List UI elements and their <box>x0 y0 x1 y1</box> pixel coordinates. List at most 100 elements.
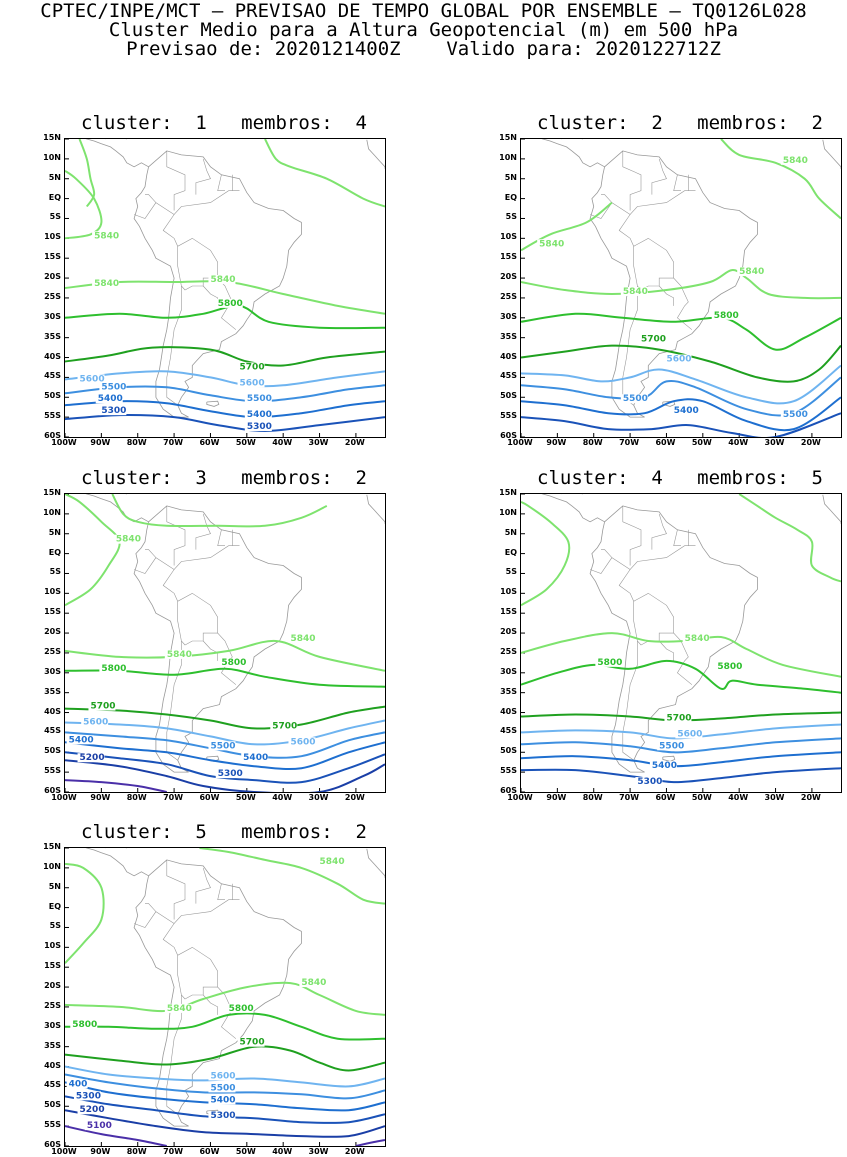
contour-label: 5700 <box>272 721 297 731</box>
contour-label-bg <box>219 657 247 667</box>
lat-tick-label: 15N <box>499 488 517 497</box>
contour-label: 5700 <box>90 702 115 712</box>
contour-label: 5840 <box>301 978 326 988</box>
country-border <box>611 190 696 215</box>
contour-5840 <box>521 269 841 300</box>
lat-tick-label: 15S <box>44 607 61 617</box>
lon-tick-label: 80W <box>126 438 147 447</box>
contour-label: 5840 <box>167 1004 192 1014</box>
contour-label: 5400 <box>210 1095 235 1105</box>
lat-tick-label: 55S <box>500 766 517 776</box>
lat-tick-label: 15N <box>43 842 61 851</box>
country-border <box>217 883 225 900</box>
contour-label-bg <box>215 769 243 779</box>
contour-label-bg <box>620 286 648 296</box>
header-line-3: Previsao de: 2020121400Z Valido para: 20… <box>126 38 721 60</box>
contour-label-bg <box>715 661 743 671</box>
lon-tick-label: 50W <box>235 438 256 447</box>
contour-5500 <box>521 737 841 754</box>
contour-label: 5300 <box>637 777 662 787</box>
map-frame: 5840 5840 5840 5840 5800 5700 5600 5500 5400 5500 <box>520 138 842 438</box>
lon-tick-label: 30W <box>308 793 329 802</box>
lat-tick-label: 40S <box>500 351 517 361</box>
country-border <box>651 513 667 550</box>
contour-label: 5500 <box>210 741 235 751</box>
contour-label: 5300 <box>76 1091 101 1101</box>
panel-title: cluster: 1 membros: 4 <box>81 112 367 134</box>
lat-tick-label: 55S <box>44 411 61 421</box>
lat-tick-label: 10N <box>43 861 61 871</box>
contour-label: 5840 <box>623 287 648 297</box>
contour-label: 5800 <box>221 658 246 668</box>
contour-5840 <box>78 139 96 208</box>
lon-tick-label: 80W <box>126 793 147 802</box>
contour-label: 5840 <box>783 156 808 166</box>
country-border <box>195 158 211 195</box>
contour-label: 5800 <box>597 658 622 668</box>
lon-tick-label: 60W <box>199 793 220 802</box>
lon-tick-label: 70W <box>163 1147 184 1156</box>
lat-tick-label: EQ <box>504 192 517 202</box>
map-frame: 5840 5840 5840 5800 5800 5700 5600 5500 5400 5300… <box>64 847 386 1147</box>
lat-tick-label: 35S <box>44 331 61 341</box>
lon-tick-label: 20W <box>344 793 365 802</box>
country-border <box>177 601 218 646</box>
contour-label: 5800 <box>101 664 126 674</box>
contour-label-bg <box>208 1071 236 1081</box>
contour-label-bg <box>215 298 243 308</box>
contour-5500 <box>65 1073 385 1100</box>
lat-tick-label: 50S <box>500 391 517 401</box>
contour-label: 5600 <box>677 729 702 739</box>
contour-label-bg <box>92 279 120 289</box>
lat-tick-label: 50S <box>44 746 61 756</box>
contour-5600 <box>521 723 841 740</box>
lon-tick-label: 40W <box>272 1147 293 1156</box>
lon-tick-label: 50W <box>235 793 256 802</box>
country-border <box>166 995 182 1115</box>
panel-title: cluster: 4 membros: 5 <box>537 467 823 489</box>
lat-tick-label: 10N <box>499 507 517 517</box>
contour-5840 <box>65 169 103 240</box>
contour-label: 5500 <box>659 741 684 751</box>
header-line-1: CPTEC/INPE/MCT – PREVISAO DE TEMPO GLOBA… <box>40 0 807 22</box>
contour-label: 5200 <box>80 753 105 763</box>
contour-5600 <box>65 370 385 388</box>
country-border <box>162 923 237 1039</box>
contour-label-bg <box>620 394 648 404</box>
contour-label: 5700 <box>666 713 691 723</box>
contour-5400 <box>65 741 385 771</box>
lon-tick-label: 70W <box>619 438 640 447</box>
contour-5840 <box>199 848 385 905</box>
falklands-coastline <box>662 755 676 762</box>
lat-tick-label: 5S <box>49 567 61 577</box>
lon-tick-label: 60W <box>199 438 220 447</box>
lat-tick-label: EQ <box>48 192 61 202</box>
contour-label-bg <box>77 753 105 763</box>
country-border <box>195 513 211 550</box>
contour-5840 <box>65 981 385 1016</box>
lat-tick-label: 10N <box>499 152 517 162</box>
contour-label-bg <box>664 713 692 723</box>
contour-5700 <box>521 344 841 383</box>
contour-label: 5800 <box>714 311 739 321</box>
contour-label: 5500 <box>783 410 808 420</box>
africa-coastline <box>822 139 841 169</box>
contour-label-bg <box>99 406 127 416</box>
lat-tick-label: 20S <box>44 627 61 637</box>
contour-label: 5500 <box>210 1083 235 1093</box>
contour-label-bg <box>244 410 272 420</box>
contour-label: 5300 <box>218 769 243 779</box>
map-svg: 5840 5840 5840 5800 5800 5700 5600 5500 5400 5300… <box>65 848 385 1146</box>
country-border <box>202 994 218 1015</box>
lon-tick-label: 100W <box>51 438 77 447</box>
south-america-coastline <box>589 150 758 418</box>
contour-5840 <box>65 494 121 607</box>
lat-tick-label: 10N <box>43 152 61 162</box>
contour-label-bg <box>675 729 703 739</box>
contour-label: 5840 <box>210 275 235 285</box>
contour-5200 <box>65 1109 385 1138</box>
contour-label-bg <box>299 978 327 988</box>
lat-tick-label: 15S <box>500 252 517 262</box>
contour-label: 5300 <box>210 1111 235 1121</box>
